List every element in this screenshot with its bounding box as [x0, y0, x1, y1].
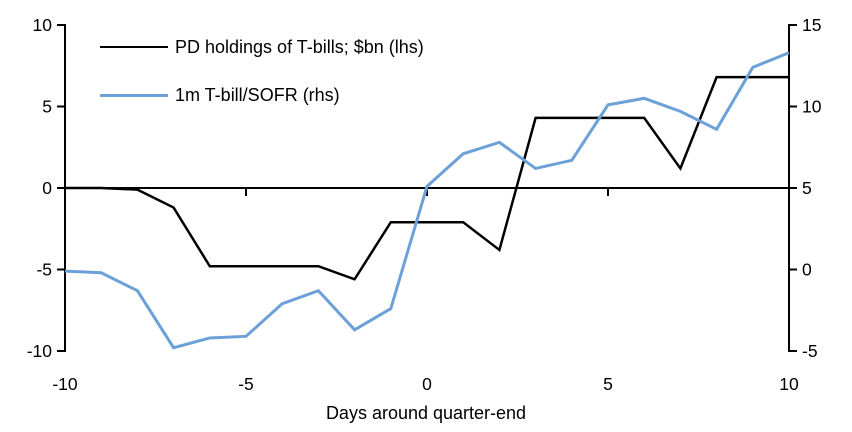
- left-axis-tick-label: -10: [27, 341, 53, 361]
- series-line-pd-holdings: [65, 75, 789, 281]
- legend-label-pd-holdings: PD holdings of T-bills; $bn (lhs): [175, 36, 424, 57]
- x-axis-tick-label: -10: [52, 374, 78, 394]
- legend-line-swatch-pd-holdings: [100, 46, 168, 48]
- right-axis-tick-label: 10: [802, 97, 822, 117]
- x-axis-title: Days around quarter-end: [325, 403, 527, 423]
- legend-label-tbill-sofr: 1m T-bill/SOFR (rhs): [175, 84, 340, 105]
- legend-item-tbill-sofr: 1m T-bill/SOFR (rhs): [100, 84, 340, 106]
- right-axis-tick-label: -5: [802, 341, 818, 361]
- x-axis-tick-label: 0: [422, 374, 432, 394]
- legend-item-pd-holdings: PD holdings of T-bills; $bn (lhs): [100, 36, 424, 58]
- series-line-tbill-sofr: [64, 51, 790, 350]
- right-axis-tick-label: 5: [802, 178, 812, 198]
- left-axis-tick-label: -5: [36, 260, 52, 280]
- left-axis-tick-label: 10: [33, 15, 53, 35]
- x-axis-tick-label: -5: [238, 374, 254, 394]
- x-axis-tick-label: 10: [779, 374, 799, 394]
- legend-line-swatch-tbill-sofr: [100, 93, 168, 97]
- left-axis-tick-label: 5: [42, 97, 52, 117]
- right-axis-tick-label: 15: [802, 15, 821, 35]
- x-axis-tick-label: 5: [603, 374, 613, 394]
- left-axis-tick-label: 0: [42, 178, 52, 198]
- right-axis-tick-label: 0: [802, 260, 812, 280]
